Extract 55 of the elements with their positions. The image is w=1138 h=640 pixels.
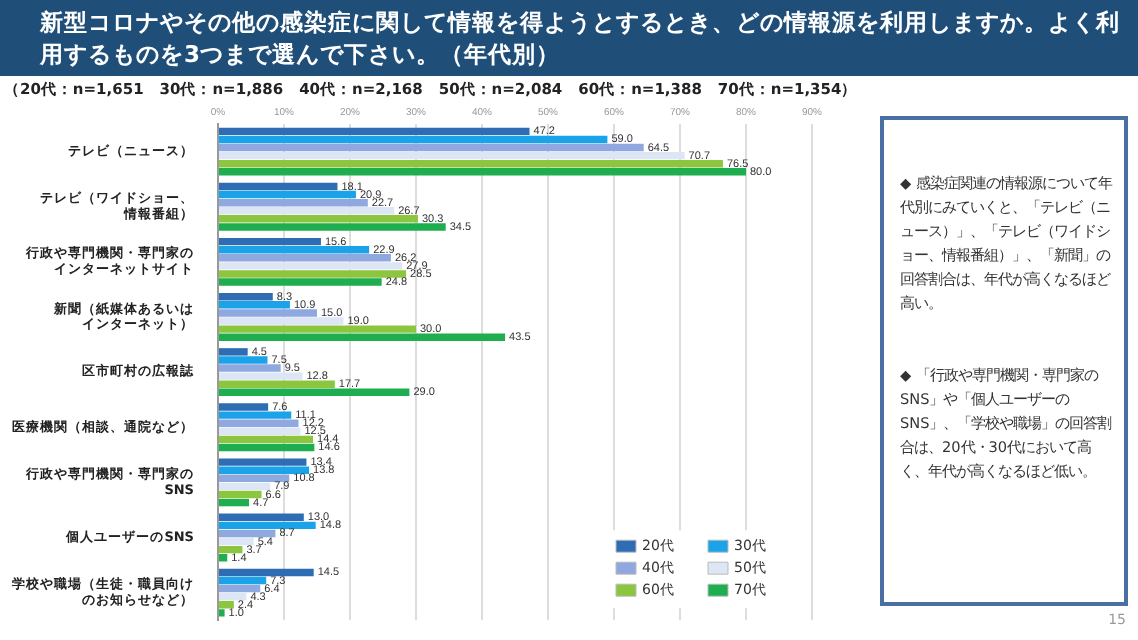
bar xyxy=(219,554,228,562)
bar xyxy=(219,348,248,356)
bar xyxy=(219,435,314,444)
bar xyxy=(219,545,243,554)
bar xyxy=(219,301,290,309)
bar xyxy=(219,490,262,499)
bar xyxy=(219,592,247,601)
bar xyxy=(219,333,506,341)
bar xyxy=(219,403,269,411)
bar xyxy=(219,254,391,262)
bar xyxy=(219,159,723,168)
bar xyxy=(219,151,685,160)
chart-title: 新型コロナやその他の感染症に関して情報を得ようとするとき、どの情報源を利用しますか。よく利用するものを3つまで選んで下さい。（年代別） xyxy=(0,0,1138,76)
bar xyxy=(219,270,407,278)
bar xyxy=(219,466,310,474)
bar xyxy=(219,576,267,585)
bar xyxy=(219,278,382,286)
bar xyxy=(219,127,530,136)
bar xyxy=(219,584,261,593)
bar xyxy=(219,190,356,199)
bar xyxy=(219,513,304,521)
bar xyxy=(219,568,314,577)
bar xyxy=(219,135,608,144)
bar xyxy=(219,372,303,380)
bar xyxy=(219,388,410,397)
bar xyxy=(219,317,344,325)
bar xyxy=(219,215,418,223)
bar xyxy=(219,474,290,483)
bar xyxy=(219,529,276,538)
bar xyxy=(219,262,403,270)
bar xyxy=(219,223,446,231)
bar xyxy=(219,482,271,491)
bar xyxy=(219,293,273,301)
bar xyxy=(219,419,299,427)
bar xyxy=(219,537,254,546)
bar xyxy=(219,143,644,152)
bar xyxy=(219,237,321,246)
bar xyxy=(219,325,416,333)
bar xyxy=(219,356,268,364)
bar xyxy=(219,411,292,419)
bar xyxy=(219,168,746,176)
bar xyxy=(219,521,316,530)
bar xyxy=(219,207,395,215)
bar xyxy=(219,380,335,388)
bar xyxy=(219,609,225,617)
bar xyxy=(219,198,368,207)
bar xyxy=(219,182,338,191)
bar xyxy=(219,364,281,372)
bar xyxy=(219,427,301,435)
bar xyxy=(219,245,370,254)
bar xyxy=(219,309,317,317)
bar xyxy=(219,601,234,609)
bar xyxy=(219,498,250,507)
bar xyxy=(219,443,315,452)
bar xyxy=(219,458,307,466)
